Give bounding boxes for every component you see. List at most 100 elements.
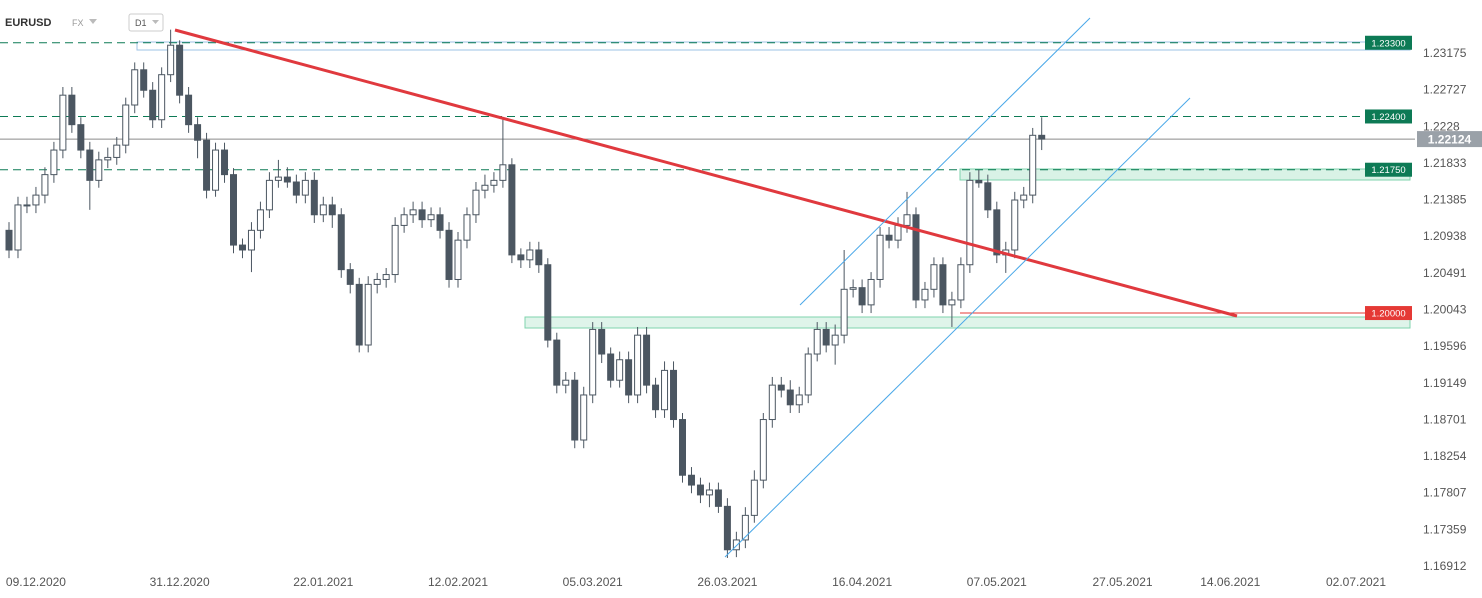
- candle-body: [400, 214, 408, 226]
- candle-body: [454, 239, 462, 280]
- candle-body: [364, 283, 372, 346]
- channel-line: [724, 97, 1191, 558]
- candle-body: [185, 94, 193, 126]
- trend-line: [174, 28, 1238, 318]
- candle-body: [777, 384, 785, 391]
- candle-body: [409, 209, 417, 216]
- candle-body: [885, 234, 893, 241]
- candle-body: [149, 89, 157, 121]
- candle-body: [696, 484, 704, 496]
- level-label: 1.20000: [1371, 309, 1405, 320]
- y-tick-label: 1.21385: [1423, 193, 1467, 207]
- level-badge: [1365, 109, 1412, 124]
- candle-body: [705, 489, 713, 496]
- candle-body: [328, 204, 336, 216]
- y-tick-label: 1.17807: [1423, 486, 1467, 500]
- candle-body: [894, 224, 902, 241]
- candle-body: [607, 353, 615, 381]
- x-tick-label: 16.04.2021: [832, 575, 892, 589]
- candle-body: [840, 288, 848, 336]
- candle-body: [5, 229, 13, 251]
- candle-body: [221, 149, 229, 176]
- candle-body: [463, 214, 471, 241]
- candle-body: [481, 184, 489, 191]
- candle-body: [418, 209, 426, 221]
- candle-body: [212, 149, 220, 191]
- candle-body: [14, 204, 22, 251]
- channel-line: [799, 17, 1091, 306]
- overlays: [174, 17, 1238, 558]
- candle-body: [912, 214, 920, 301]
- y-tick-label: 1.18701: [1423, 412, 1467, 426]
- dropdown-arrow[interactable]: [152, 20, 159, 24]
- candle-body: [804, 353, 812, 396]
- candle-body: [975, 179, 983, 184]
- interval[interactable]: D1: [135, 18, 147, 28]
- candle-body: [346, 269, 354, 285]
- candle-body: [966, 179, 974, 266]
- candle-body: [553, 339, 561, 386]
- support-zone: [959, 168, 1411, 181]
- candle-body: [786, 389, 794, 406]
- candle-body: [427, 214, 435, 221]
- candle-body: [930, 264, 938, 290]
- candle-body: [230, 174, 237, 246]
- level-badge: [1365, 35, 1412, 50]
- candle-body: [768, 384, 776, 421]
- x-tick-label: 05.03.2021: [563, 575, 623, 589]
- candle-body: [687, 474, 695, 486]
- y-tick-label: 1.19149: [1423, 376, 1467, 390]
- candle-body: [203, 139, 211, 191]
- candle-body: [158, 74, 166, 121]
- candle-body: [526, 249, 534, 261]
- candle-body: [562, 379, 570, 386]
- candle-body: [580, 394, 588, 441]
- candle-body: [265, 179, 273, 211]
- candles: [5, 29, 1046, 558]
- candle-body: [310, 179, 318, 216]
- interval-box[interactable]: [128, 13, 164, 32]
- x-tick-label: 12.02.2021: [428, 575, 488, 589]
- candle-body: [391, 224, 399, 276]
- candle-body: [274, 176, 282, 181]
- candle-body: [903, 214, 911, 226]
- dropdown-arrow[interactable]: [89, 19, 97, 24]
- candle-body: [1011, 199, 1019, 251]
- x-tick-label: 02.07.2021: [1326, 575, 1386, 589]
- candle-body: [723, 505, 731, 551]
- candle-body: [741, 514, 749, 541]
- candle-body: [759, 419, 767, 481]
- level-label: 1.22400: [1371, 112, 1405, 123]
- candle-body: [670, 369, 678, 421]
- candle-body: [921, 288, 929, 301]
- candle-body: [68, 94, 76, 126]
- candle-body: [256, 209, 264, 231]
- y-tick-label: 1.19596: [1423, 339, 1467, 353]
- candle-body: [598, 328, 606, 355]
- candle-body: [858, 287, 866, 306]
- candle-body: [337, 214, 345, 271]
- candle-body: [445, 229, 453, 280]
- candle-body: [661, 369, 669, 411]
- candle-body: [831, 334, 839, 346]
- candle-body: [59, 94, 67, 151]
- candle-body: [795, 394, 803, 406]
- y-tick-label: 1.22727: [1423, 83, 1467, 97]
- candle-body: [373, 278, 381, 285]
- candle-body: [750, 479, 758, 516]
- candle-body: [319, 204, 327, 216]
- candle-body: [939, 264, 947, 306]
- candle-body: [822, 328, 830, 346]
- candle-body: [732, 539, 740, 551]
- candle-body: [616, 359, 624, 381]
- candle-body: [1029, 134, 1037, 196]
- candle-body: [247, 229, 255, 251]
- candle-body: [292, 181, 300, 196]
- candle-body: [714, 489, 722, 507]
- candle-body: [849, 287, 857, 290]
- y-tick-label: 1.17359: [1423, 522, 1467, 536]
- candle-body: [436, 214, 444, 231]
- candle-body: [382, 274, 390, 280]
- last-price-label: 1.22124: [1428, 133, 1472, 147]
